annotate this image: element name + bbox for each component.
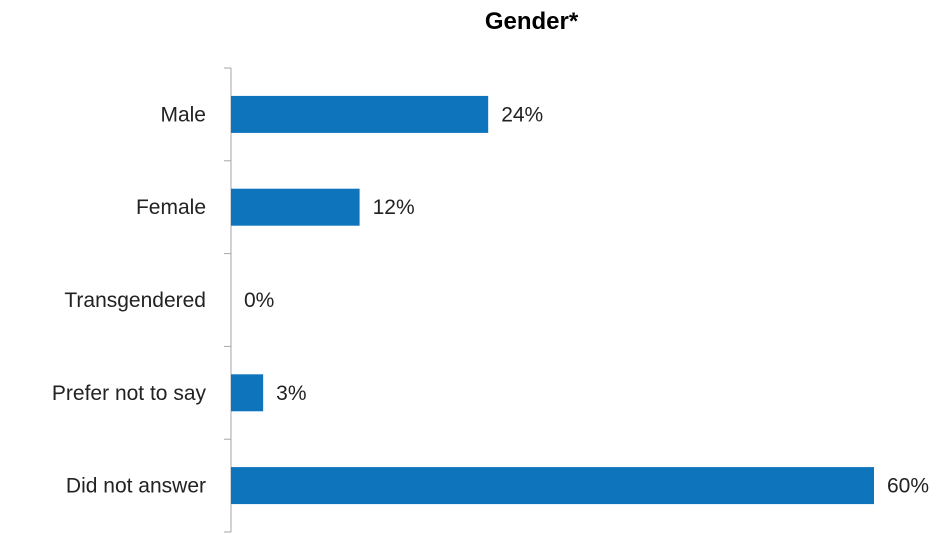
data-label: 0% [244,289,274,312]
data-label: 24% [501,103,543,126]
bars [231,95,874,505]
data-label: 3% [276,382,306,405]
chart-title: Gender* [484,8,579,35]
bar [231,95,489,133]
bar [231,467,874,505]
labels: Male 24% Female 12% Transgendered 0% Prefer no… [52,103,929,497]
category-label: Did not answer [66,475,206,498]
data-label: 60% [887,475,929,498]
category-label: Male [160,103,206,126]
category-label: Female [136,196,206,219]
category-label: Transgendered [64,289,206,312]
bar [231,374,264,412]
bar [231,188,360,226]
data-label: 12% [373,196,415,219]
category-axis [224,67,232,533]
category-label: Prefer not to say [52,382,207,405]
